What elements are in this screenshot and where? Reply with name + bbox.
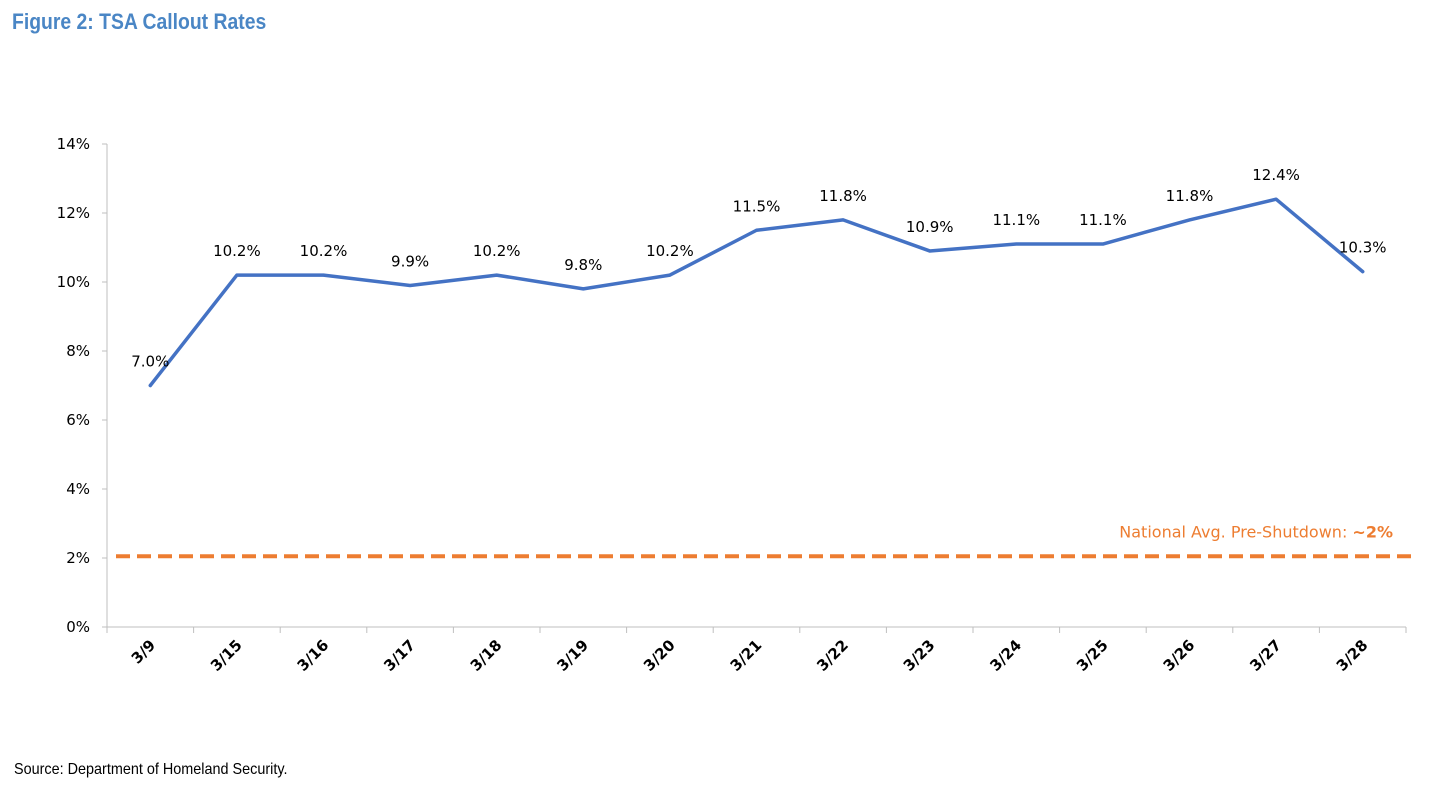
data-label: 11.8%	[819, 187, 867, 205]
data-point	[408, 283, 412, 287]
data-label: 10.2%	[473, 242, 521, 260]
y-tick-label: 10%	[57, 273, 90, 291]
data-point	[928, 249, 932, 253]
reference-line-group: National Avg. Pre-Shutdown: ~2%	[116, 522, 1416, 559]
x-tick-label: 3/23	[900, 636, 939, 675]
reference-label-prefix: National Avg. Pre-Shutdown:	[1119, 522, 1352, 541]
x-tick-label: 3/20	[640, 636, 679, 675]
data-point	[1274, 197, 1278, 201]
data-label: 10.3%	[1339, 239, 1387, 257]
data-point	[495, 273, 499, 277]
x-tick-label: 3/21	[727, 636, 766, 675]
y-tick-label: 0%	[66, 618, 90, 636]
data-point	[841, 218, 845, 222]
y-tick-label: 8%	[66, 342, 90, 360]
series-line	[148, 197, 1365, 388]
x-tick-label: 3/24	[986, 636, 1025, 675]
data-label: 11.8%	[1166, 187, 1214, 205]
data-point	[668, 273, 672, 277]
data-point	[755, 228, 758, 232]
data-point	[148, 384, 152, 387]
series-group	[148, 197, 1365, 388]
reference-label-value: ~2%	[1352, 522, 1393, 541]
data-label: 10.2%	[646, 242, 694, 260]
y-tick-label: 4%	[66, 480, 90, 498]
data-point	[1361, 270, 1365, 274]
x-tick-label: 3/28	[1333, 636, 1372, 675]
data-point	[1014, 242, 1018, 246]
x-tick-label: 3/17	[380, 636, 419, 675]
y-axis: 0% 2% 4% 6% 8% 10% 12% 14%	[57, 135, 108, 636]
data-point	[322, 273, 325, 277]
x-tick-label: 3/15	[207, 636, 246, 675]
data-point	[1101, 242, 1105, 246]
x-tick-label: 3/9	[128, 636, 159, 667]
x-tick-label: 3/25	[1073, 636, 1112, 675]
data-label: 10.2%	[300, 242, 348, 260]
x-tick-label: 3/16	[294, 636, 333, 675]
x-tick-label: 3/18	[467, 636, 506, 675]
data-point	[1188, 218, 1191, 222]
data-label: 9.9%	[391, 252, 429, 270]
data-label: 11.5%	[733, 197, 781, 215]
x-tick-label: 3/19	[553, 636, 592, 675]
y-tick-label: 14%	[57, 135, 90, 153]
data-label: 12.4%	[1252, 166, 1300, 184]
data-label: 11.1%	[992, 211, 1040, 229]
data-label: 10.2%	[213, 242, 261, 260]
x-tick-label: 3/22	[813, 636, 852, 675]
data-label: 9.8%	[564, 256, 602, 274]
y-tick-label: 6%	[66, 411, 90, 429]
y-tick-label: 2%	[66, 549, 90, 567]
data-label: 11.1%	[1079, 211, 1127, 229]
data-point	[581, 287, 585, 291]
data-label: 7.0%	[131, 353, 169, 371]
source-note: Source: Department of Homeland Security.	[14, 761, 288, 778]
x-axis: 3/9 3/15 3/16 3/17 3/18 3/19 3/20 3/21 3/22 3/23 3…	[106, 626, 1407, 675]
figure-title: Figure 2: TSA Callout Rates	[12, 9, 267, 34]
data-labels: 7.0% 10.2% 10.2% 9.9% 10.2% 9.8% 10.2% 11.5% 11.…	[131, 166, 1386, 370]
data-point	[235, 273, 239, 277]
data-label: 10.9%	[906, 218, 954, 236]
x-tick-label: 3/26	[1160, 636, 1199, 675]
reference-line-label: National Avg. Pre-Shutdown: ~2%	[1119, 522, 1393, 541]
x-tick-label: 3/27	[1246, 636, 1285, 675]
y-tick-label: 12%	[57, 204, 90, 222]
